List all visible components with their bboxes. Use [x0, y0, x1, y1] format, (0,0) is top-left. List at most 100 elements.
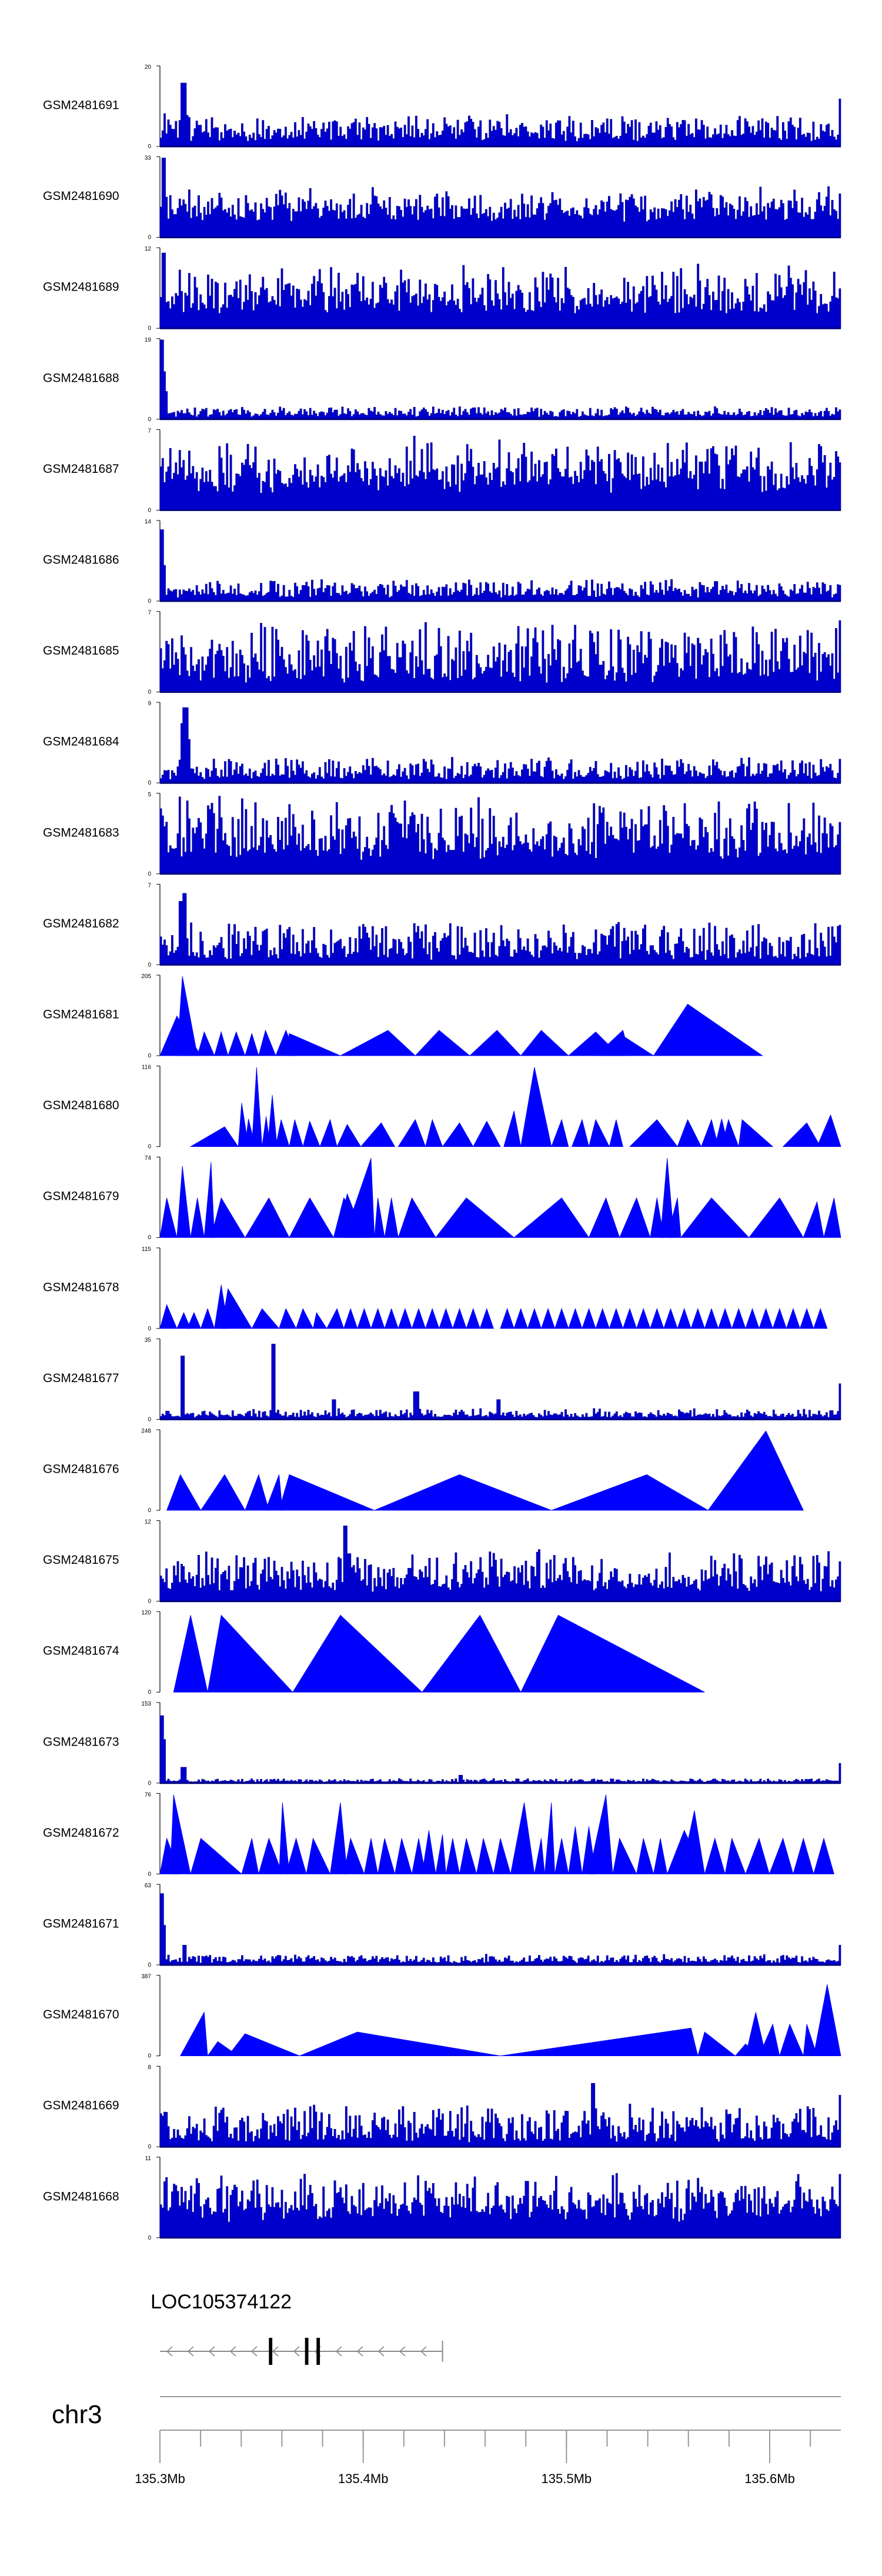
- track-peak: [397, 1307, 413, 1329]
- track-peak: [510, 1802, 535, 1874]
- track-peak: [680, 1197, 750, 1238]
- track-peak: [220, 1288, 253, 1329]
- track-peak: [251, 1067, 263, 1147]
- track-peak: [554, 1307, 569, 1329]
- track-peak: [813, 1837, 834, 1874]
- track-peak: [816, 1114, 841, 1147]
- track-GSM2481675: GSM2481675 12 0: [43, 1519, 841, 1605]
- track-GSM2481685: GSM2481685 7 0: [43, 610, 841, 696]
- track-label: GSM2481671: [43, 1917, 119, 1931]
- track-label: GSM2481689: [43, 281, 119, 294]
- track-signal: [159, 707, 841, 783]
- track-peak: [173, 1615, 208, 1693]
- strand-arrow: [250, 2346, 258, 2357]
- track-GSM2481670: GSM2481670 387 0: [43, 1974, 841, 2060]
- track-peak: [748, 1197, 804, 1238]
- strand-arrow: [293, 2346, 300, 2357]
- track-ymin-label: 0: [148, 1507, 151, 1514]
- track-peak: [395, 1838, 413, 1874]
- track-GSM2481674: GSM2481674 120 0: [43, 1610, 705, 1696]
- track-peak: [377, 1838, 396, 1874]
- track-peak: [459, 1838, 477, 1874]
- track-ymin-label: 0: [148, 1780, 151, 1787]
- track-peak: [650, 1197, 664, 1238]
- strand-arrow: [399, 2346, 406, 2357]
- track-peak: [500, 1307, 514, 1329]
- track-peak: [422, 1830, 436, 1874]
- track-peak: [258, 1029, 276, 1056]
- track-peak: [245, 1474, 269, 1511]
- track-peak: [265, 1474, 283, 1511]
- track-peak: [279, 1308, 297, 1329]
- track-GSM2481679: GSM2481679 74 0: [43, 1155, 841, 1241]
- track-ymax-label: 20: [145, 64, 152, 71]
- track-peak: [572, 1119, 590, 1147]
- track-peak: [296, 1308, 314, 1329]
- track-ymin-label: 0: [148, 325, 151, 332]
- track-peak: [200, 1307, 215, 1329]
- track-peak: [214, 1031, 229, 1056]
- track-ymin-label: 0: [148, 1962, 151, 1968]
- track-peak: [667, 1197, 681, 1238]
- track-peak: [786, 1307, 801, 1329]
- track-peak: [568, 1826, 583, 1874]
- track-peak: [421, 1614, 522, 1693]
- track-peak: [227, 2033, 300, 2056]
- track-GSM2481691: GSM2481691 20 0: [43, 64, 841, 150]
- track-peak: [343, 1837, 365, 1874]
- track-peak: [503, 1110, 522, 1147]
- strand-arrow: [166, 2346, 173, 2357]
- track-peak: [589, 1794, 613, 1874]
- track-peak: [738, 1119, 774, 1147]
- track-peak: [186, 1312, 202, 1329]
- track-GSM2481672: GSM2481672 76 0: [43, 1791, 834, 1877]
- track-peak: [370, 1307, 385, 1329]
- track-peak: [551, 1119, 569, 1147]
- track-peak: [745, 1307, 760, 1329]
- track-ymax-label: 35: [145, 1337, 152, 1343]
- track-ymax-label: 11: [145, 2155, 152, 2162]
- track-ymin-label: 0: [148, 1144, 151, 1150]
- track-signal: [159, 2083, 841, 2147]
- track-ymax-label: 120: [141, 1610, 151, 1616]
- track-peak: [707, 1430, 804, 1511]
- track-peak: [279, 1802, 290, 1874]
- track-ymin-label: 0: [148, 598, 151, 605]
- track-peak: [241, 1838, 259, 1874]
- track-ymax-label: 7: [148, 610, 151, 616]
- track-label: GSM2481690: [43, 189, 119, 203]
- track-peak: [397, 1119, 426, 1147]
- track-peak: [568, 1307, 583, 1329]
- track-ymax-label: 12: [145, 246, 152, 252]
- track-signal: [159, 2173, 841, 2238]
- track-label: GSM2481681: [43, 1008, 119, 1022]
- track-GSM2481684: GSM2481684 9 0: [43, 700, 841, 786]
- track-ymax-label: 74: [145, 1155, 152, 1162]
- track-signal: [159, 252, 841, 329]
- track-ymin-label: 0: [148, 2053, 151, 2060]
- track-peak: [343, 1158, 375, 1238]
- track-signal: [159, 620, 841, 692]
- track-peak: [493, 1838, 511, 1874]
- track-signal: [159, 1526, 841, 1601]
- track-peak: [473, 1120, 501, 1147]
- track-peak: [697, 2031, 736, 2056]
- track-ymax-label: 14: [145, 519, 152, 525]
- track-peak: [629, 1119, 678, 1147]
- track-ymax-label: 205: [141, 973, 151, 980]
- track-ymin-label: 0: [148, 1871, 151, 1877]
- track-peak: [554, 1838, 569, 1874]
- track-peak: [176, 1312, 191, 1329]
- track-peak: [718, 1307, 733, 1329]
- track-peak: [384, 1197, 399, 1238]
- track-GSM2481686: GSM2481686 14 0: [43, 519, 841, 605]
- track-ymin-label: 0: [148, 2235, 151, 2241]
- track-peak: [384, 1307, 399, 1329]
- track-ymin-label: 0: [148, 1689, 151, 1696]
- track-peak: [190, 1837, 243, 1874]
- track-ymin-label: 0: [148, 689, 151, 696]
- track-peak: [540, 1307, 556, 1329]
- track-peak: [469, 1030, 522, 1056]
- track-peak: [159, 1304, 178, 1329]
